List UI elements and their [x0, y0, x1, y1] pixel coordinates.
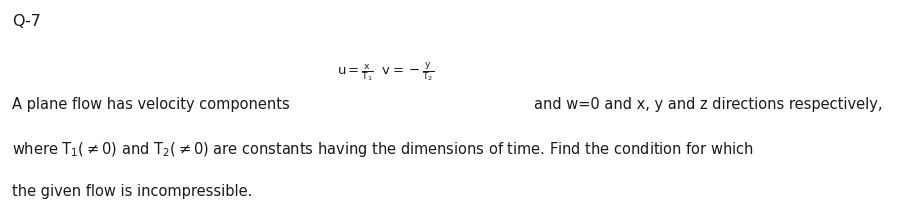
Text: Q-7: Q-7: [12, 14, 40, 29]
Text: A plane flow has velocity components: A plane flow has velocity components: [12, 97, 289, 112]
Text: the given flow is incompressible.: the given flow is incompressible.: [12, 184, 252, 199]
Text: and w=0 and x, y and z directions respectively,: and w=0 and x, y and z directions respec…: [534, 97, 883, 112]
Text: $\mathregular{u=\frac{x}{T_1}}$  $\mathregular{v=-\frac{y}{T_2}}$: $\mathregular{u=\frac{x}{T_1}}$ $\mathre…: [337, 61, 434, 84]
Text: where T$_1$($\neq$0) and T$_2$($\neq$0) are constants having the dimensions of t: where T$_1$($\neq$0) and T$_2$($\neq$0) …: [12, 140, 753, 159]
